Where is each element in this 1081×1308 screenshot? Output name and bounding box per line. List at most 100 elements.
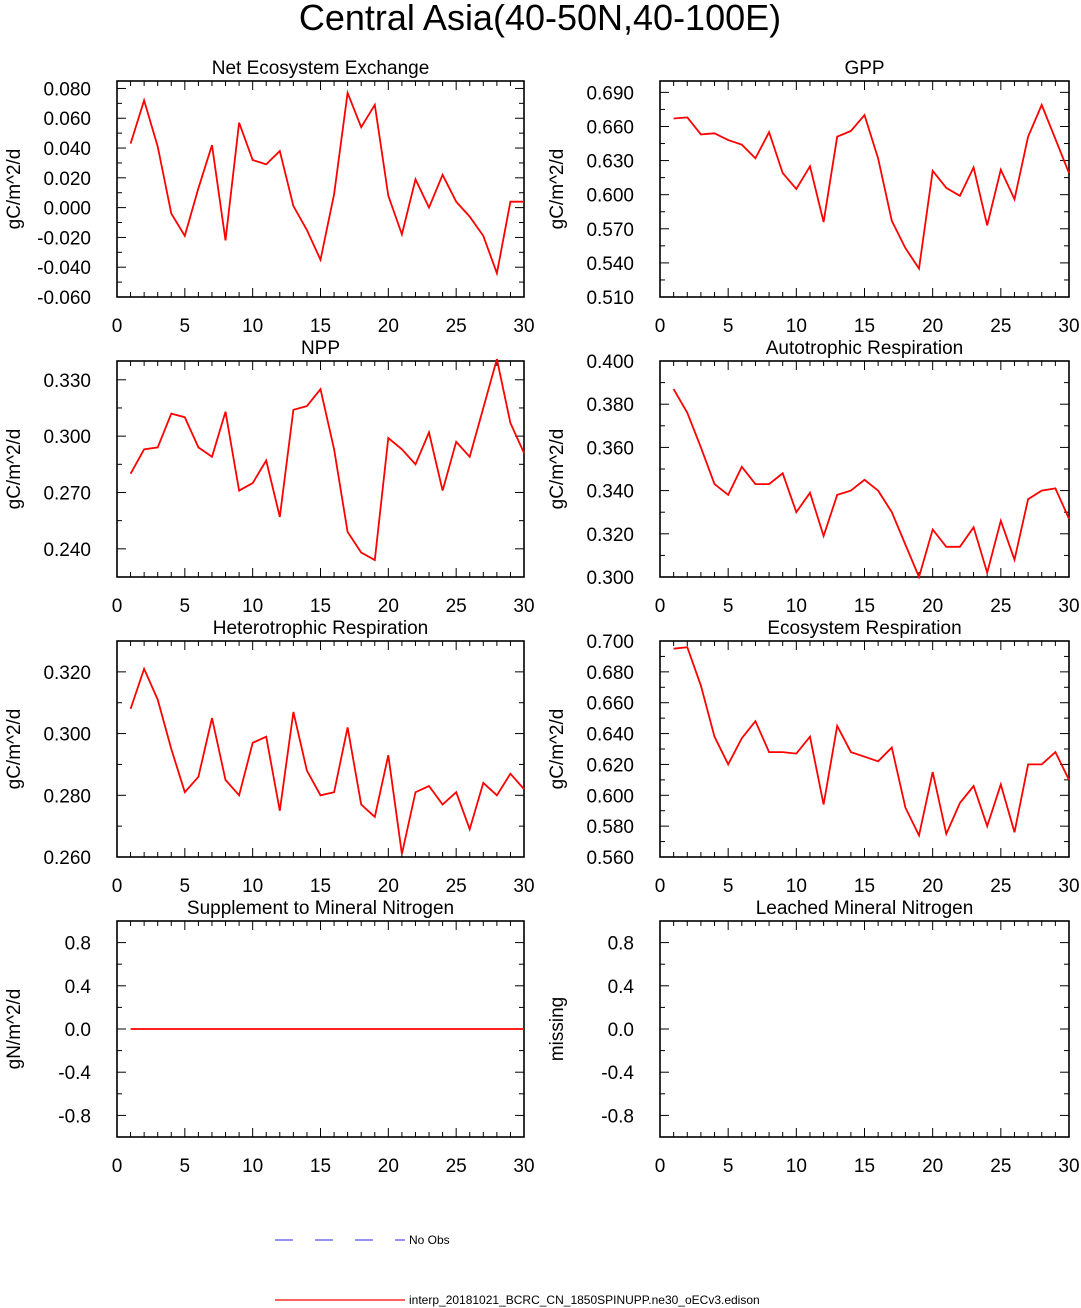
y-tick-label: -0.020 — [37, 228, 91, 249]
series-line — [673, 646, 1070, 839]
x-tick-label: 5 — [723, 316, 734, 337]
chart-panel: Net Ecosystem Exchange 0 5 10 15 20 25 30 -0.060… — [4, 58, 535, 337]
plot-frame — [116, 80, 525, 298]
x-tick-label: 10 — [242, 316, 263, 337]
y-tick-label: 0.330 — [43, 371, 91, 392]
series-line — [672, 388, 1070, 580]
x-tick-label: 5 — [180, 316, 191, 337]
x-tick-label: 5 — [180, 1156, 191, 1177]
y-axis-label: missing — [547, 997, 568, 1061]
y-tick-label: 0.4 — [608, 977, 635, 998]
panel-title: Net Ecosystem Exchange — [212, 58, 430, 79]
y-tick-label: 0.300 — [43, 427, 91, 448]
chart-panel: Autotrophic Respiration 0 5 10 15 20 25 30 0.300… — [547, 338, 1080, 617]
y-tick-label: 0.400 — [586, 352, 634, 373]
x-tick-label: 0 — [112, 316, 123, 337]
y-tick-label: 0.580 — [586, 817, 634, 838]
chart-panel: Supplement to Mineral Nitrogen 0 5 10 15 20 25… — [4, 898, 535, 1177]
x-tick-label: 20 — [922, 876, 943, 897]
x-tick-label: 5 — [180, 876, 191, 897]
y-tick-label: 0.380 — [586, 395, 634, 416]
y-tick-label: 0.630 — [586, 152, 634, 173]
chart-panel: NPP 0 5 10 15 20 25 30 0.240 0.270 0.300 0.330 gC/m^… — [4, 338, 535, 617]
x-tick-label: 5 — [180, 596, 191, 617]
panel-title: Heterotrophic Respiration — [213, 618, 428, 639]
x-tick-label: 10 — [786, 596, 807, 617]
x-tick-label: 5 — [723, 876, 734, 897]
x-tick-label: 0 — [655, 596, 666, 617]
plot-frame — [659, 360, 1070, 578]
x-tick-label: 15 — [854, 876, 875, 897]
x-tick-label: 15 — [310, 316, 331, 337]
y-tick-label: 0.640 — [586, 725, 634, 746]
y-tick-label: 0.320 — [586, 525, 634, 546]
legend-label-no-obs: No Obs — [409, 1233, 450, 1247]
y-tick-label: 0.570 — [586, 220, 634, 241]
x-tick-label: 0 — [655, 1156, 666, 1177]
x-tick-label: 30 — [513, 876, 534, 897]
y-tick-label: 0.560 — [586, 848, 634, 869]
x-tick-label: 20 — [378, 876, 399, 897]
figure-title: Central Asia(40-50N,40-100E) — [299, 0, 781, 38]
x-tick-label: 30 — [1058, 1156, 1079, 1177]
panel-title: Supplement to Mineral Nitrogen — [187, 898, 454, 919]
x-tick-label: 20 — [922, 316, 943, 337]
x-tick-label: 15 — [310, 596, 331, 617]
y-tick-label: 0.510 — [586, 288, 634, 309]
y-tick-label: 0.360 — [586, 438, 634, 459]
y-tick-label: 0.0 — [608, 1020, 634, 1041]
y-tick-label: 0.020 — [43, 169, 91, 190]
x-tick-label: 10 — [242, 1156, 263, 1177]
plot-frame — [659, 80, 1070, 298]
plot-frame — [659, 920, 1070, 1138]
y-tick-label: 0.8 — [65, 934, 91, 955]
y-tick-label: -0.8 — [601, 1106, 634, 1127]
x-tick-label: 15 — [854, 1156, 875, 1177]
x-tick-label: 30 — [1058, 316, 1079, 337]
x-tick-label: 25 — [446, 1156, 467, 1177]
x-tick-label: 15 — [310, 876, 331, 897]
x-tick-label: 0 — [112, 596, 123, 617]
y-tick-label: 0.4 — [65, 977, 92, 998]
y-tick-label: 0.700 — [586, 632, 634, 653]
y-tick-label: 0.000 — [43, 199, 91, 220]
y-axis-label: gC/m^2/d — [4, 429, 25, 510]
series-line — [129, 89, 524, 277]
x-tick-label: 10 — [786, 876, 807, 897]
x-tick-label: 15 — [310, 1156, 331, 1177]
y-tick-label: 0.280 — [43, 786, 91, 807]
y-tick-label: 0.660 — [586, 117, 634, 138]
x-tick-label: 20 — [378, 596, 399, 617]
panel-title: NPP — [301, 338, 340, 359]
x-tick-label: 25 — [990, 876, 1011, 897]
chart-panel: Ecosystem Respiration 0 5 10 15 20 25 30 0.560 0.… — [547, 618, 1080, 897]
y-tick-label: 0.600 — [586, 786, 634, 807]
y-axis-label: gC/m^2/d — [547, 709, 568, 790]
x-tick-label: 20 — [922, 596, 943, 617]
x-tick-label: 0 — [112, 1156, 123, 1177]
x-tick-label: 25 — [990, 596, 1011, 617]
y-tick-label: -0.040 — [37, 258, 91, 279]
y-tick-label: 0.8 — [608, 934, 634, 955]
y-tick-label: 0.260 — [43, 848, 91, 869]
y-axis-label: gN/m^2/d — [4, 989, 25, 1070]
x-tick-label: 15 — [854, 596, 875, 617]
x-tick-label: 25 — [446, 596, 467, 617]
x-tick-label: 10 — [786, 316, 807, 337]
x-tick-label: 0 — [655, 316, 666, 337]
x-tick-label: 5 — [723, 596, 734, 617]
series-line — [673, 102, 1070, 272]
x-tick-label: 0 — [655, 876, 666, 897]
y-tick-label: 0.040 — [43, 139, 91, 160]
x-tick-label: 10 — [786, 1156, 807, 1177]
x-tick-label: 10 — [242, 596, 263, 617]
chart-panel: Leached Mineral Nitrogen 0 5 10 15 20 25 30 -0.8… — [547, 898, 1080, 1177]
y-axis-label: gC/m^2/d — [547, 429, 568, 510]
x-tick-label: 5 — [723, 1156, 734, 1177]
y-tick-label: 0.300 — [586, 568, 634, 589]
y-tick-label: 0.080 — [43, 79, 91, 100]
y-axis-label: gC/m^2/d — [4, 149, 25, 230]
legend: No Obs interp_20181021_BCRC_CN_1850SPINU… — [275, 1233, 760, 1307]
y-tick-label: 0.300 — [43, 725, 91, 746]
